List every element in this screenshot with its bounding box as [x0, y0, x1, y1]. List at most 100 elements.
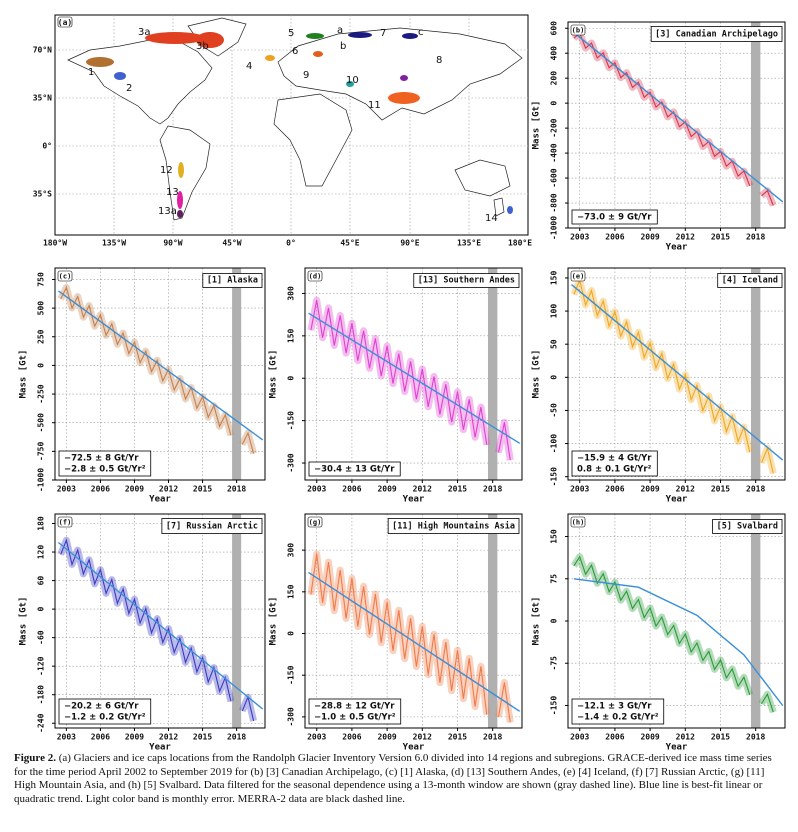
x-tick-label: 2003 — [307, 733, 326, 742]
x-tick-label: 2015 — [711, 733, 730, 742]
panel-letter-box — [57, 270, 73, 282]
plot-frame — [54, 267, 266, 481]
region-label: 1 — [88, 67, 94, 78]
x-axis-label: Year — [666, 495, 688, 505]
annotation-box — [571, 698, 665, 725]
rate-label: −1.2 ± 0.2 Gt/Yr² — [64, 713, 146, 723]
y-tick-label: -150 — [287, 411, 296, 430]
title-box — [161, 518, 263, 534]
y-tick-label: -800 — [550, 193, 559, 212]
y-tick-label: 300 — [287, 543, 296, 558]
lon-label: 135°E — [457, 239, 481, 248]
y-tick-label: -150 — [550, 696, 559, 715]
annotation-box — [58, 450, 152, 477]
x-tick-label: 2009 — [640, 233, 659, 242]
panel-letter: (b) — [572, 27, 585, 35]
lon-label: 90°W — [163, 239, 182, 248]
title-box — [387, 518, 520, 534]
x-tick-label: 2012 — [413, 485, 432, 494]
x-tick-label: 2003 — [570, 733, 589, 742]
panel-title: [11] High Mountains Asia — [392, 521, 515, 532]
x-tick-label: 2015 — [193, 733, 212, 742]
x-axis-label: Year — [666, 243, 688, 253]
rate-label: −20.2 ± 6 Gt/Yr — [64, 702, 139, 712]
panel-letter: (e) — [572, 273, 585, 281]
region-labels: 1 2 3a 3b 4 5 6 7 8 9 10 11 12 13 13a 14… — [88, 25, 498, 224]
plot-area — [571, 22, 784, 228]
region-label: a — [337, 25, 343, 36]
annotation: −30.4 ± 13 Gt/Yr — [308, 461, 401, 477]
plot-area — [307, 514, 521, 728]
plot-frame — [567, 267, 786, 481]
trend-line — [57, 541, 264, 710]
annotation-box — [308, 461, 401, 477]
x-tick-label: 2018 — [227, 733, 246, 742]
y-tick-label: 250 — [37, 329, 46, 344]
y-axis-label: Mass [Gt] — [532, 597, 542, 646]
gap-shade — [487, 514, 498, 728]
region-label: 9 — [303, 70, 309, 81]
x-tick-label: 2009 — [125, 733, 144, 742]
gap-shade — [750, 514, 761, 728]
plot-area — [57, 268, 264, 480]
rate-label: −1.4 ± 0.2 Gt/Yr² — [577, 713, 659, 723]
x-tick-label: 2003 — [570, 233, 589, 242]
x-tick-label: 2012 — [159, 485, 178, 494]
chart-panel: 2003 2006 2009 2012 2015 2018 300 150 0 -150 -300 M… — [269, 513, 523, 750]
region-label: 13 — [166, 187, 179, 198]
y-tick-label: 150 — [287, 328, 296, 343]
y-tick-label: -120 — [37, 656, 46, 675]
x-tick-label: 2012 — [676, 733, 695, 742]
gap-shade — [487, 268, 498, 480]
panel-letter: (g) — [309, 519, 322, 527]
y-tick-label: 0 — [550, 618, 559, 623]
panel-title: [13] Southern Andes — [418, 276, 515, 286]
panel-letter-box — [570, 516, 586, 528]
annotation: −12.1 ± 3 Gt/Yr−1.4 ± 0.2 Gt/Yr² — [571, 698, 665, 725]
lat-label: 70°N — [33, 46, 52, 55]
x-tick-label: 2006 — [605, 233, 624, 242]
lat-label: 0° — [42, 142, 52, 151]
annotation: −28.8 ± 12 Gt/Yr−1.0 ± 0.5 Gt/Yr² — [308, 698, 402, 725]
plot-frame — [304, 513, 523, 729]
y-axis-label: Mass [Gt] — [269, 350, 279, 399]
lon-label: 180°W — [43, 239, 67, 248]
panel-letter-box — [307, 516, 323, 528]
y-tick-label: -240 — [37, 713, 46, 732]
x-tick-label: 2006 — [91, 733, 110, 742]
rate-label: 0.8 ± 0.1 Gt/Yr² — [577, 465, 652, 475]
trend-line — [571, 284, 784, 461]
x-tick-label: 2003 — [307, 485, 326, 494]
x-tick-label: 2012 — [676, 485, 695, 494]
x-tick-label: 2018 — [483, 733, 502, 742]
caption: Figure 2. (a) Glaciers and ice caps loca… — [14, 752, 786, 806]
lat-labels: 70°N 35°N 0° 35°S — [33, 46, 52, 199]
x-tick-label: 2015 — [193, 485, 212, 494]
chart-panel: 2003 2006 2009 2012 2015 2018 750 500 250 0 -250 -5… — [19, 267, 266, 505]
panel-letter: (h) — [572, 519, 585, 527]
region-label: 2 — [126, 83, 132, 94]
lon-label: 0° — [286, 239, 296, 248]
x-tick-label: 2003 — [57, 733, 76, 742]
y-tick-label: -300 — [287, 453, 296, 472]
rate-label: −72.5 ± 8 Gt/Yr — [64, 454, 139, 464]
title-box — [202, 273, 263, 288]
caption-text: (a) Glaciers and ice caps locations from… — [14, 752, 772, 805]
lon-label: 135°W — [102, 239, 126, 248]
annotation-box — [571, 450, 658, 477]
x-tick-label: 2006 — [342, 733, 361, 742]
x-tick-label: 2012 — [413, 733, 432, 742]
panel-title: [7] Russian Arctic — [166, 521, 258, 532]
x-tick-label: 2015 — [711, 485, 730, 494]
panel-title: [4] Iceland — [722, 276, 778, 286]
y-tick-label: -60 — [37, 630, 46, 645]
panel-letter: (f) — [59, 519, 72, 527]
panel-letter-box — [570, 24, 586, 36]
panel-title: [3] Canadian Archipelago — [655, 29, 778, 40]
trend-line — [308, 312, 521, 444]
x-tick-label: 2012 — [676, 233, 695, 242]
plot-area — [57, 514, 264, 728]
y-tick-label: -1000 — [550, 216, 559, 240]
title-box — [717, 273, 783, 288]
x-tick-label: 2015 — [448, 485, 467, 494]
